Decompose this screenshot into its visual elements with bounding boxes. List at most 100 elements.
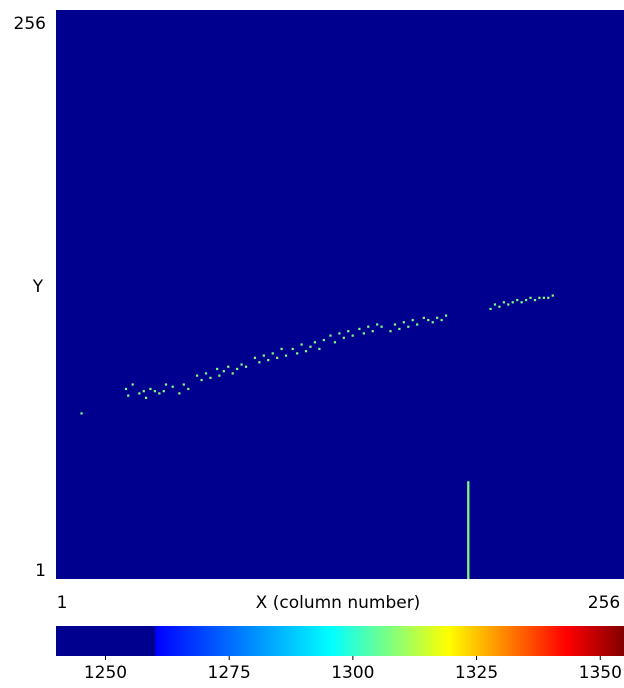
track-pixel	[440, 318, 443, 322]
track-pixel	[300, 343, 303, 346]
track-pixel	[511, 301, 514, 304]
track-pixel	[333, 341, 337, 344]
track-pixel	[371, 330, 374, 333]
heatmap-background	[56, 10, 624, 579]
track-layer	[80, 294, 554, 415]
track-pixel	[304, 350, 308, 353]
track-pixel	[276, 356, 279, 359]
track-pixel	[178, 392, 181, 395]
track-pixel	[262, 354, 265, 357]
track-pixel	[542, 296, 545, 299]
track-pixel	[296, 352, 299, 355]
track-pixel	[533, 298, 537, 302]
x-tick-label-left: 1	[57, 593, 68, 613]
track-pixel	[551, 294, 554, 297]
track-pixel	[502, 301, 505, 304]
colorbar: 1250 1275 1300 1325 1350	[56, 626, 624, 683]
track-pixel	[142, 390, 145, 393]
track-pixel	[284, 354, 288, 357]
track-pixel	[444, 314, 448, 317]
track-pixel	[244, 365, 248, 368]
track-pixel	[367, 325, 370, 328]
column-artifact-line	[467, 481, 470, 579]
track-pixel	[236, 367, 239, 371]
track-pixel	[338, 332, 341, 335]
track-pixel	[329, 334, 332, 337]
track-pixel	[398, 327, 401, 331]
y-axis-label: Y	[32, 277, 44, 297]
colorbar-tick-label: 1325	[455, 663, 498, 683]
track-pixel	[231, 372, 234, 375]
track-pixel	[187, 387, 190, 391]
track-pixel	[209, 376, 212, 379]
track-pixel	[489, 307, 492, 311]
track-pixel	[431, 321, 434, 324]
track-pixel	[389, 330, 392, 333]
track-pixel	[407, 325, 410, 328]
track-pixel	[291, 347, 294, 351]
track-pixel	[216, 367, 219, 371]
colorbar-ticks: 1250 1275 1300 1325 1350	[84, 656, 622, 683]
track-pixel	[222, 370, 225, 373]
track-pixel	[171, 385, 174, 388]
track-pixel	[196, 374, 199, 377]
track-pixel	[182, 383, 185, 386]
track-pixel	[351, 334, 354, 337]
track-pixel	[267, 358, 270, 362]
track-pixel	[507, 303, 510, 306]
track-pixel	[422, 316, 425, 319]
track-pixel	[204, 372, 208, 375]
track-pixel	[227, 365, 230, 368]
track-pixel	[258, 361, 261, 364]
column-artifact-layer	[467, 481, 470, 579]
track-pixel	[322, 338, 325, 342]
colorbar-tick-label: 1275	[208, 663, 251, 683]
track-pixel	[200, 378, 203, 382]
track-pixel	[427, 318, 430, 322]
track-pixel	[416, 323, 419, 326]
track-pixel	[520, 301, 523, 304]
track-pixel	[149, 387, 152, 391]
track-pixel	[313, 341, 317, 344]
colorbar-tick-label: 1300	[331, 663, 374, 683]
track-pixel	[376, 323, 379, 326]
track-pixel	[538, 296, 541, 299]
track-pixel	[516, 298, 519, 302]
colorbar-tick-label: 1350	[579, 663, 622, 683]
track-pixel	[318, 347, 321, 351]
track-pixel	[271, 352, 274, 355]
colorbar-tick-label: 1250	[84, 663, 127, 683]
track-pixel	[402, 321, 405, 324]
track-pixel	[524, 298, 528, 302]
x-tick-label-right: 256	[588, 593, 620, 613]
y-tick-label-top: 256	[14, 14, 46, 34]
track-pixel	[358, 327, 361, 331]
track-pixel	[80, 412, 83, 415]
x-axis-label: X (column number)	[256, 593, 421, 613]
track-pixel	[164, 383, 168, 386]
track-pixel	[411, 318, 414, 322]
track-pixel	[153, 390, 157, 393]
plot-area	[56, 10, 624, 579]
y-tick-label-bottom: 1	[35, 561, 46, 581]
track-pixel	[498, 305, 501, 308]
track-pixel	[493, 303, 497, 306]
track-pixel	[393, 323, 397, 326]
track-pixel	[362, 332, 365, 335]
track-pixel	[253, 356, 257, 359]
track-pixel	[158, 392, 161, 395]
track-pixel	[529, 296, 532, 299]
colorbar-gradient	[56, 626, 624, 656]
track-pixel	[547, 296, 550, 299]
track-pixel	[347, 330, 350, 333]
track-pixel	[380, 325, 383, 328]
track-pixel	[138, 392, 141, 395]
track-pixel	[280, 347, 283, 351]
track-pixel	[162, 390, 165, 393]
track-pixel	[436, 316, 439, 319]
track-pixel	[342, 336, 345, 339]
track-pixel	[127, 394, 130, 397]
track-pixel	[309, 345, 312, 348]
